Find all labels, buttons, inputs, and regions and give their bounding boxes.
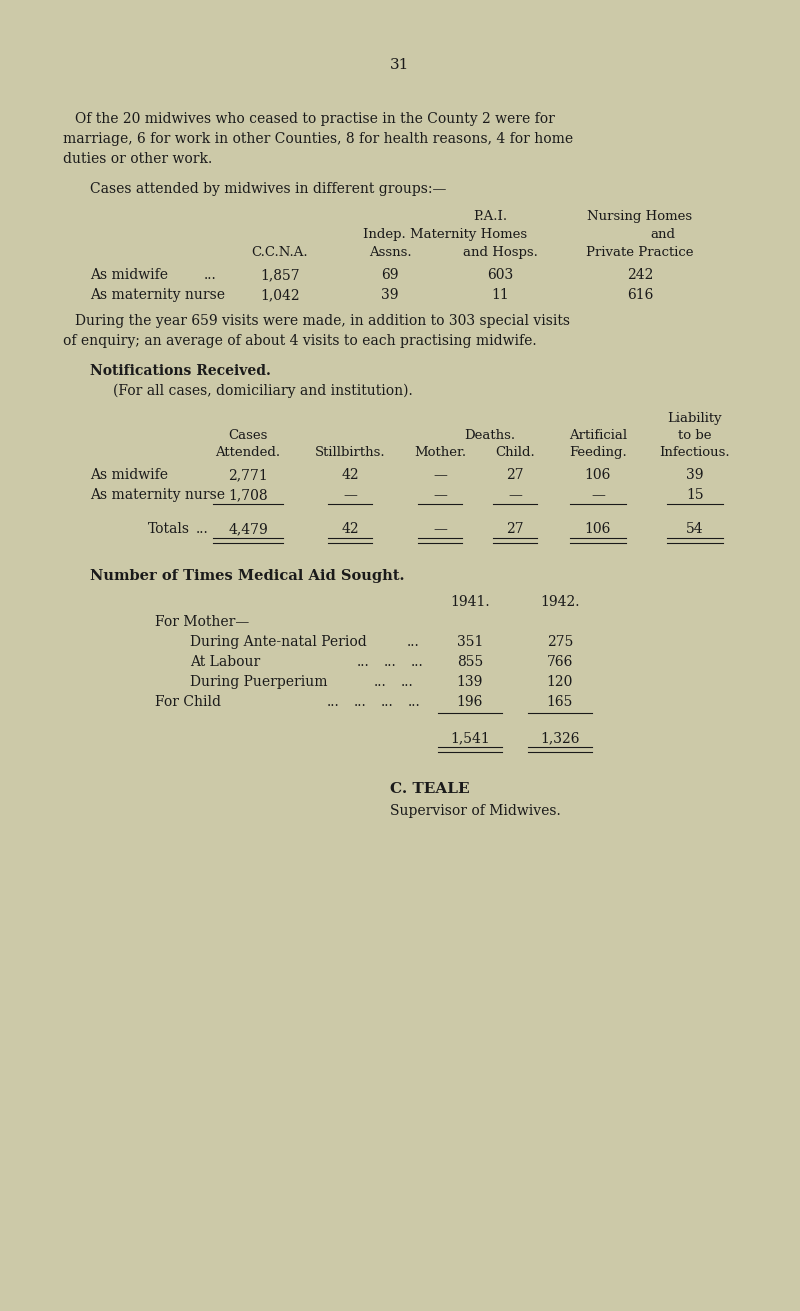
- Text: 603: 603: [487, 267, 513, 282]
- Text: 15: 15: [686, 488, 704, 502]
- Text: —: —: [343, 488, 357, 502]
- Text: For Mother—: For Mother—: [155, 615, 250, 629]
- Text: Nursing Homes: Nursing Homes: [587, 210, 693, 223]
- Text: Cases attended by midwives in different groups:—: Cases attended by midwives in different …: [90, 182, 446, 197]
- Text: As maternity nurse: As maternity nurse: [90, 288, 225, 302]
- Text: Totals: Totals: [148, 522, 190, 536]
- Text: Indep. Maternity Homes: Indep. Maternity Homes: [363, 228, 527, 241]
- Text: 31: 31: [390, 58, 410, 72]
- Text: Deaths.: Deaths.: [465, 429, 515, 442]
- Text: —: —: [433, 468, 447, 482]
- Text: 139: 139: [457, 675, 483, 690]
- Text: 106: 106: [585, 468, 611, 482]
- Text: ...: ...: [354, 695, 366, 709]
- Text: 1941.: 1941.: [450, 595, 490, 610]
- Text: As midwife: As midwife: [90, 267, 168, 282]
- Text: 39: 39: [382, 288, 398, 302]
- Text: to be: to be: [678, 429, 712, 442]
- Text: ...: ...: [408, 695, 420, 709]
- Text: Stillbirths.: Stillbirths.: [314, 446, 386, 459]
- Text: ...: ...: [410, 656, 423, 669]
- Text: During Ante-natal Period: During Ante-natal Period: [190, 635, 366, 649]
- Text: C. TEALE: C. TEALE: [390, 781, 470, 796]
- Text: 106: 106: [585, 522, 611, 536]
- Text: 855: 855: [457, 656, 483, 669]
- Text: Infectious.: Infectious.: [660, 446, 730, 459]
- Text: 42: 42: [341, 522, 359, 536]
- Text: —: —: [591, 488, 605, 502]
- Text: As maternity nurse: As maternity nurse: [90, 488, 225, 502]
- Text: Feeding.: Feeding.: [569, 446, 627, 459]
- Text: —: —: [433, 488, 447, 502]
- Text: 42: 42: [341, 468, 359, 482]
- Text: ...: ...: [406, 635, 419, 649]
- Text: of enquiry; an average of about 4 visits to each practising midwife.: of enquiry; an average of about 4 visits…: [63, 334, 537, 347]
- Text: 54: 54: [686, 522, 704, 536]
- Text: As midwife: As midwife: [90, 468, 168, 482]
- Text: ...: ...: [401, 675, 414, 690]
- Text: During Puerperium: During Puerperium: [190, 675, 327, 690]
- Text: ...: ...: [381, 695, 394, 709]
- Text: ...: ...: [204, 267, 216, 282]
- Text: C.C.N.A.: C.C.N.A.: [252, 246, 308, 260]
- Text: ...: ...: [326, 695, 339, 709]
- Text: During the year 659 visits were made, in addition to 303 special visits: During the year 659 visits were made, in…: [75, 315, 570, 328]
- Text: Child.: Child.: [495, 446, 535, 459]
- Text: Assns.: Assns.: [369, 246, 411, 260]
- Text: Notifications Received.: Notifications Received.: [90, 364, 271, 378]
- Text: At Labour: At Labour: [190, 656, 260, 669]
- Text: 27: 27: [506, 468, 524, 482]
- Text: 1,708: 1,708: [228, 488, 268, 502]
- Text: Of the 20 midwives who ceased to practise in the County 2 were for: Of the 20 midwives who ceased to practis…: [75, 111, 555, 126]
- Text: ...: ...: [374, 675, 386, 690]
- Text: ...: ...: [357, 656, 370, 669]
- Text: Artificial: Artificial: [569, 429, 627, 442]
- Text: Number of Times Medical Aid Sought.: Number of Times Medical Aid Sought.: [90, 569, 405, 583]
- Text: duties or other work.: duties or other work.: [63, 152, 212, 166]
- Text: 242: 242: [627, 267, 653, 282]
- Text: 1942.: 1942.: [540, 595, 580, 610]
- Text: Liability: Liability: [668, 412, 722, 425]
- Text: 616: 616: [627, 288, 653, 302]
- Text: Attended.: Attended.: [215, 446, 281, 459]
- Text: For Child: For Child: [155, 695, 221, 709]
- Text: marriage, 6 for work in other Counties, 8 for health reasons, 4 for home: marriage, 6 for work in other Counties, …: [63, 132, 573, 146]
- Text: 1,042: 1,042: [260, 288, 300, 302]
- Text: —: —: [433, 522, 447, 536]
- Text: 69: 69: [382, 267, 398, 282]
- Text: and: and: [650, 228, 675, 241]
- Text: 165: 165: [547, 695, 573, 709]
- Text: —: —: [508, 488, 522, 502]
- Text: 120: 120: [547, 675, 573, 690]
- Text: 11: 11: [491, 288, 509, 302]
- Text: 351: 351: [457, 635, 483, 649]
- Text: and Hosps.: and Hosps.: [462, 246, 538, 260]
- Text: Cases: Cases: [228, 429, 268, 442]
- Text: 39: 39: [686, 468, 704, 482]
- Text: 2,771: 2,771: [228, 468, 268, 482]
- Text: 4,479: 4,479: [228, 522, 268, 536]
- Text: 1,857: 1,857: [260, 267, 300, 282]
- Text: 27: 27: [506, 522, 524, 536]
- Text: ...: ...: [196, 522, 208, 536]
- Text: 196: 196: [457, 695, 483, 709]
- Text: (For all cases, domiciliary and institution).: (For all cases, domiciliary and institut…: [113, 384, 413, 399]
- Text: Supervisor of Midwives.: Supervisor of Midwives.: [390, 804, 561, 818]
- Text: Private Practice: Private Practice: [586, 246, 694, 260]
- Text: 1,326: 1,326: [540, 732, 580, 745]
- Text: P.A.I.: P.A.I.: [473, 210, 507, 223]
- Text: 275: 275: [547, 635, 573, 649]
- Text: 1,541: 1,541: [450, 732, 490, 745]
- Text: ...: ...: [384, 656, 396, 669]
- Text: 766: 766: [547, 656, 573, 669]
- Text: Mother.: Mother.: [414, 446, 466, 459]
